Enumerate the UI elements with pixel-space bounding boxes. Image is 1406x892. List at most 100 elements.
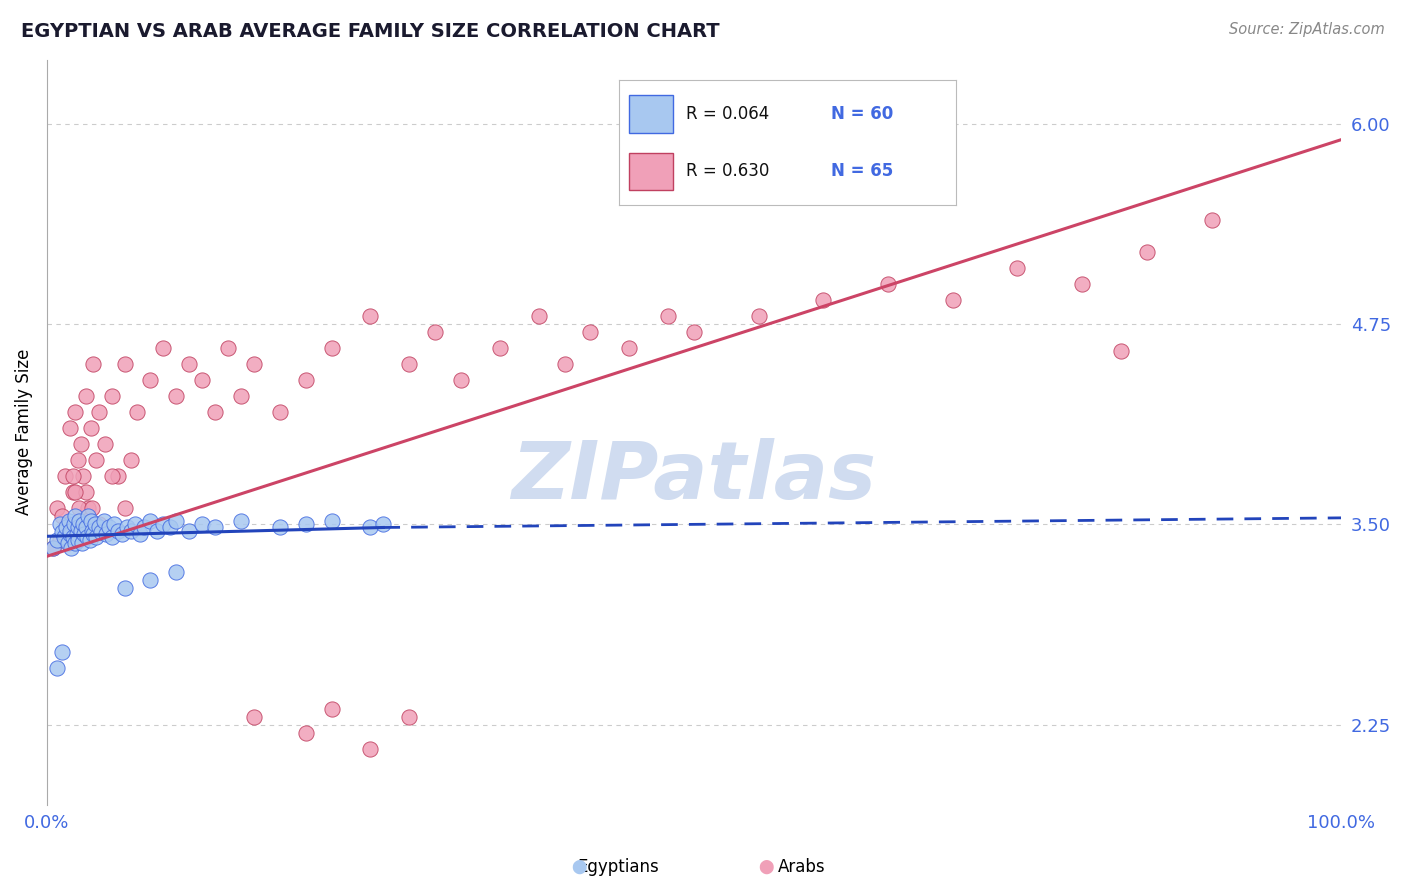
Point: [120, 524, 142, 538]
Point: [321, 514, 343, 528]
Point: [87, 405, 110, 419]
Point: [942, 293, 965, 307]
Point: [114, 501, 136, 516]
Point: [321, 341, 343, 355]
Point: [359, 741, 381, 756]
Point: [204, 405, 226, 419]
Point: [52, 530, 75, 544]
Point: [56, 536, 79, 550]
Point: [877, 277, 900, 291]
Point: [269, 520, 291, 534]
Point: [72, 517, 94, 532]
Point: [132, 520, 155, 534]
Point: [165, 566, 187, 580]
Point: [1007, 260, 1029, 275]
Point: [59, 527, 82, 541]
Point: [139, 574, 162, 588]
Text: Source: ZipAtlas.com: Source: ZipAtlas.com: [1229, 22, 1385, 37]
Point: [75, 485, 97, 500]
Point: [87, 517, 110, 532]
Point: [554, 357, 576, 371]
Point: [398, 709, 420, 723]
Point: [80, 421, 103, 435]
Point: [489, 341, 512, 355]
Point: [1109, 344, 1132, 359]
Point: [139, 373, 162, 387]
Point: [65, 509, 87, 524]
Point: [56, 517, 79, 532]
Point: [53, 469, 76, 483]
Point: [69, 524, 91, 538]
Text: Egyptians: Egyptians: [578, 858, 659, 876]
Point: [152, 341, 174, 355]
Point: [62, 530, 84, 544]
Point: [294, 725, 316, 739]
Point: [243, 709, 266, 723]
Y-axis label: Average Family Size: Average Family Size: [15, 349, 32, 516]
Point: [373, 517, 395, 532]
Point: [82, 501, 104, 516]
Point: [813, 293, 835, 307]
Point: [51, 525, 73, 540]
Point: [619, 341, 641, 355]
Point: [49, 533, 72, 548]
Point: [75, 389, 97, 403]
Point: [59, 524, 82, 538]
Point: [65, 536, 87, 550]
Point: [49, 517, 72, 532]
Text: Arabs: Arabs: [778, 858, 825, 876]
Point: [59, 421, 82, 435]
Point: [79, 533, 101, 548]
Point: [46, 533, 69, 548]
Point: [77, 509, 100, 524]
Point: [114, 582, 136, 596]
Point: [527, 309, 550, 323]
Point: [60, 541, 83, 556]
Point: [82, 357, 104, 371]
Point: [179, 524, 201, 538]
Point: [657, 309, 679, 323]
Point: [1071, 277, 1094, 291]
Text: ⬤: ⬤: [758, 860, 775, 874]
Point: [67, 501, 90, 516]
Point: [398, 357, 420, 371]
Point: [294, 373, 316, 387]
Point: [55, 533, 77, 548]
Point: [243, 357, 266, 371]
Point: [359, 520, 381, 534]
Point: [146, 524, 169, 538]
Point: [321, 701, 343, 715]
Point: [683, 325, 706, 339]
Point: [103, 517, 125, 532]
Point: [76, 530, 98, 544]
Point: [94, 437, 117, 451]
Point: [1201, 212, 1223, 227]
Point: [62, 469, 84, 483]
Point: [127, 405, 149, 419]
Point: [93, 514, 115, 528]
Point: [229, 389, 252, 403]
Point: [129, 527, 152, 541]
Point: [42, 541, 65, 556]
Text: N = 65: N = 65: [831, 162, 893, 180]
Point: [75, 520, 97, 534]
Point: [84, 453, 107, 467]
Point: [229, 514, 252, 528]
Point: [87, 520, 110, 534]
Point: [114, 357, 136, 371]
Point: [46, 661, 69, 675]
Point: [100, 469, 122, 483]
Point: [77, 501, 100, 516]
Point: [73, 527, 96, 541]
Point: [51, 509, 73, 524]
Point: [120, 453, 142, 467]
Point: [66, 533, 89, 548]
Point: [152, 517, 174, 532]
Point: [191, 517, 214, 532]
Point: [72, 469, 94, 483]
Point: [80, 514, 103, 528]
Point: [83, 517, 105, 532]
Point: [42, 541, 65, 556]
Point: [65, 405, 87, 419]
Point: [191, 373, 214, 387]
